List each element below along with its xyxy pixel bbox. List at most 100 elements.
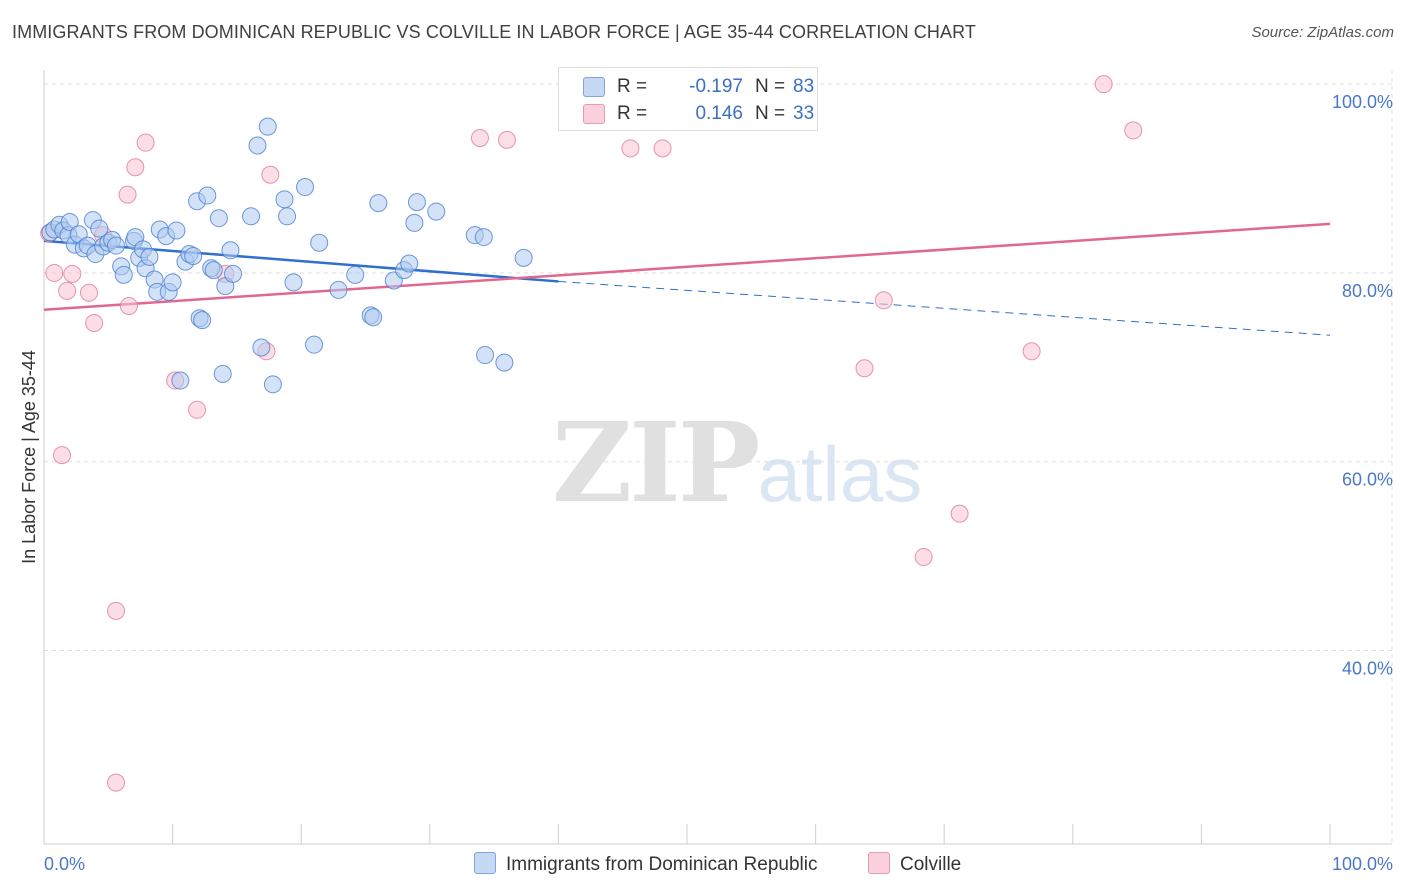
legend-n-value: 83 [793, 76, 815, 97]
point-colville [107, 773, 126, 792]
point-dominican [204, 261, 223, 280]
y-tick-label: 60.0% [1342, 470, 1393, 490]
y-tick-label: 80.0% [1342, 281, 1393, 301]
point-colville [119, 296, 138, 315]
legend-swatch-blue [474, 852, 496, 874]
point-dominican [171, 371, 190, 390]
point-colville [107, 601, 126, 620]
legend-swatch-pink [583, 104, 605, 124]
point-dominican [163, 273, 182, 292]
chart-title: IMMIGRANTS FROM DOMINICAN REPUBLIC VS CO… [12, 22, 976, 42]
point-dominican [400, 254, 419, 273]
point-colville [126, 158, 145, 177]
x-tick-label: 100.0% [1332, 854, 1393, 874]
watermark-atlas: atlas [757, 430, 923, 518]
point-colville [1094, 75, 1113, 94]
point-colville [80, 283, 99, 302]
legend-label-series2: Colville [900, 854, 962, 875]
point-dominican [346, 265, 365, 284]
point-dominican [252, 338, 271, 357]
point-dominican [184, 246, 203, 265]
point-dominican [329, 280, 348, 299]
y-tick-label: 40.0% [1342, 659, 1393, 679]
point-colville [470, 128, 489, 147]
correlation-legend: R = -0.197 N = 83 R = 0.146 N = 33 [558, 67, 818, 131]
point-dominican [305, 335, 324, 354]
watermark-zip: ZIP [552, 398, 760, 527]
point-dominican [369, 194, 388, 213]
point-colville [45, 263, 64, 282]
point-dominican [198, 186, 217, 205]
legend-item-series2[interactable]: Colville [868, 852, 961, 876]
point-dominican [427, 202, 446, 221]
point-dominican [407, 193, 426, 212]
point-dominican [258, 117, 277, 136]
legend-r-label: R = [617, 103, 648, 124]
point-colville [950, 504, 969, 523]
grid-lines [44, 70, 1393, 844]
point-dominican [296, 178, 315, 197]
point-colville [58, 281, 77, 300]
point-colville [118, 185, 137, 204]
point-dominican [275, 190, 294, 209]
legend-label-series1: Immigrants from Dominican Republic [506, 854, 818, 875]
trend-line-dominican-extrapolated [558, 280, 1331, 336]
point-dominican [90, 219, 109, 238]
point-colville [855, 359, 874, 378]
point-dominican [476, 346, 495, 365]
point-colville [1022, 342, 1041, 361]
point-colville [497, 130, 516, 149]
legend-swatch-blue [583, 77, 605, 97]
trend-line-colville [43, 222, 1331, 311]
point-dominican [242, 207, 261, 226]
point-colville [53, 446, 72, 465]
legend-r-value: 0.146 [695, 103, 743, 124]
legend-n-value: 33 [793, 103, 815, 124]
point-colville [621, 139, 640, 158]
watermark: ZIPatlas [552, 398, 922, 527]
y-axis-title: In Labor Force | Age 35-44 [19, 350, 39, 564]
point-dominican [514, 248, 533, 267]
point-dominican [474, 228, 493, 247]
point-dominican [310, 233, 329, 252]
point-colville [261, 165, 280, 184]
point-dominican [278, 207, 297, 226]
point-dominican [60, 212, 79, 231]
point-dominican [221, 241, 240, 260]
point-colville [1124, 121, 1143, 140]
y-tick-label: 100.0% [1332, 92, 1393, 112]
point-dominican [167, 221, 186, 240]
legend-swatch-pink [868, 852, 890, 874]
legend-r-value: -0.197 [689, 76, 743, 97]
point-colville [136, 133, 155, 152]
point-dominican [107, 236, 126, 255]
point-dominican [209, 209, 228, 228]
point-colville [85, 313, 104, 332]
data-points [40, 75, 1143, 792]
point-dominican [405, 213, 424, 232]
point-dominican [364, 308, 383, 327]
point-colville [653, 139, 672, 158]
x-tick-label: 0.0% [44, 854, 85, 874]
axis-labels: 40.0% 60.0% 80.0% 100.0% 0.0% 100.0% In Labor … [19, 92, 1393, 874]
point-colville [188, 400, 207, 419]
source-label: Source: ZipAtlas.com [1251, 24, 1394, 41]
legend-n-label: N = [755, 103, 786, 124]
point-colville [63, 264, 82, 283]
point-dominican [263, 375, 282, 394]
point-dominican [213, 364, 232, 383]
legend-r-label: R = [617, 76, 648, 97]
legend-n-label: N = [755, 76, 786, 97]
point-dominican [495, 353, 514, 372]
point-dominican [114, 265, 133, 284]
point-colville [874, 291, 893, 310]
point-dominican [248, 136, 267, 155]
point-dominican [224, 264, 243, 283]
axes [43, 70, 1392, 845]
legend-item-series1[interactable]: Immigrants from Dominican Republic [474, 852, 818, 876]
point-dominican [193, 311, 212, 330]
point-dominican [284, 273, 303, 292]
point-dominican [140, 247, 159, 266]
point-colville [914, 548, 933, 567]
